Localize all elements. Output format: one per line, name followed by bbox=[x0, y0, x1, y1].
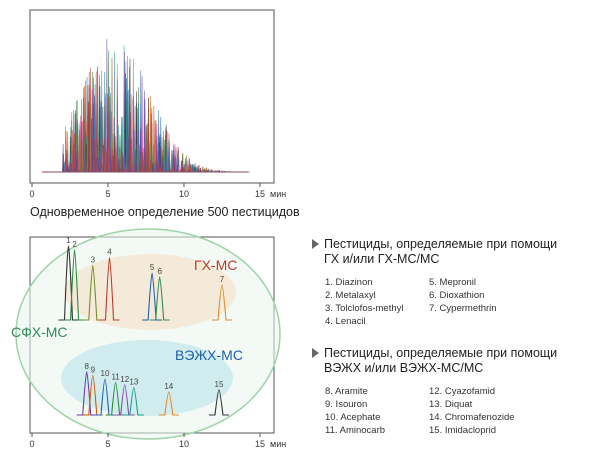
peak-14 bbox=[158, 391, 179, 416]
top-chart-caption: Одновременное определение 500 пестицидов bbox=[30, 205, 300, 219]
lc-list-column-1: 8. Aramite 9. Isouron 10. Acephate 11. Amin… bbox=[325, 385, 385, 437]
lc-pesticide-item: 15. Imidacloprid bbox=[429, 425, 497, 436]
triangle-bullet-icon bbox=[312, 348, 319, 358]
lc-list-column-2: 12. Cyazofamid 13. Diquat 14. Chromafenozi… bbox=[429, 385, 515, 437]
top-chromatogram: 0 5 10 15 мин bbox=[29, 9, 286, 199]
peak-label-3: 3 bbox=[91, 255, 96, 264]
lc-region bbox=[61, 340, 233, 416]
lc-pesticide-item: 14. Chromafenozide bbox=[429, 412, 515, 423]
gc-pesticide-group: Пестициды, определяемые при помощи ГХ и/… bbox=[312, 237, 595, 328]
peak-label-7: 7 bbox=[220, 275, 225, 284]
peak-12 bbox=[114, 384, 135, 416]
gc-pesticide-item: 1. Diazinon bbox=[325, 277, 373, 288]
peak-10 bbox=[94, 378, 115, 416]
gc-group-heading: Пестициды, определяемые при помощи ГХ и/… bbox=[312, 237, 595, 267]
top-x-tick-label: 5 bbox=[105, 189, 110, 199]
lc-pesticide-item: 8. Aramite bbox=[325, 386, 368, 397]
top-chromatogram-trace bbox=[42, 71, 248, 173]
peak-label-2: 2 bbox=[72, 240, 77, 249]
gc-pesticide-item: 2. Metalaxyl bbox=[325, 290, 376, 301]
peak-label-4: 4 bbox=[107, 248, 112, 257]
gc-group-title-line1: Пестициды, определяемые при помощи bbox=[324, 237, 558, 251]
top-x-tick-label: 15 bbox=[255, 189, 265, 199]
peak-11 bbox=[105, 382, 126, 416]
peak-label-9: 9 bbox=[91, 365, 96, 374]
gc-group-title-line2: ГХ и/или ГХ-МС/МС bbox=[324, 252, 440, 266]
lc-region-label: ВЭЖХ-МС bbox=[175, 347, 243, 363]
gc-pesticide-item: 5. Mepronil bbox=[429, 277, 476, 288]
peak-15 bbox=[208, 389, 229, 416]
peak-1 bbox=[58, 245, 79, 321]
lc-pesticide-item: 10. Acephate bbox=[325, 412, 381, 423]
peak-3 bbox=[82, 264, 103, 321]
top-x-axis: 0 5 10 15 мин bbox=[29, 183, 286, 199]
peak-7 bbox=[212, 284, 232, 321]
peak-5 bbox=[142, 272, 163, 321]
lc-pesticide-item: 11. Aminocarb bbox=[325, 425, 386, 436]
lc-pesticide-group: Пестициды, определяемые при помощи ВЭЖХ … bbox=[312, 346, 595, 437]
gc-pesticide-item: 3. Tolclofos-methyl bbox=[325, 303, 404, 314]
gc-pesticide-list: 1. Diazinon 2. Metalaxyl 3. Tolclofos-meth… bbox=[325, 276, 595, 328]
gc-region-label: ГХ-МС bbox=[194, 257, 237, 273]
peak-label-6: 6 bbox=[157, 267, 162, 276]
peak-label-8: 8 bbox=[84, 362, 89, 371]
top-x-tick-label: 0 bbox=[29, 189, 34, 199]
gc-pesticide-item: 6. Dioxathion bbox=[429, 290, 485, 301]
sfc-region-label: СФХ-МС bbox=[11, 324, 68, 340]
gc-pesticide-item: 4. Lenacil bbox=[325, 316, 366, 327]
lc-pesticide-list: 8. Aramite 9. Isouron 10. Acephate 11. Amin… bbox=[325, 385, 595, 437]
top-x-unit: мин bbox=[270, 189, 286, 199]
triangle-bullet-icon bbox=[312, 239, 319, 249]
peak-label-12: 12 bbox=[120, 375, 129, 384]
lc-pesticide-item: 13. Diquat bbox=[429, 399, 473, 410]
top-x-tick-label: 10 bbox=[179, 189, 189, 199]
bottom-x-tick-label: 15 bbox=[255, 439, 265, 449]
bottom-x-tick-label: 5 bbox=[105, 439, 110, 449]
peak-4 bbox=[99, 257, 120, 321]
bottom-x-tick-label: 10 bbox=[179, 439, 189, 449]
peak-label-10: 10 bbox=[101, 369, 110, 378]
peak-label-15: 15 bbox=[215, 380, 224, 389]
lc-group-title-line2: ВЭЖХ и/или ВЭЖХ-МС/МС bbox=[324, 361, 484, 375]
peak-9 bbox=[82, 374, 103, 416]
bottom-x-tick-label: 0 bbox=[29, 439, 34, 449]
peak-2 bbox=[64, 249, 85, 321]
gc-list-column-1: 1. Diazinon 2. Metalaxyl 3. Tolclofos-meth… bbox=[325, 276, 404, 328]
peak-6 bbox=[149, 276, 170, 321]
peak-label-14: 14 bbox=[164, 382, 173, 391]
peak-label-1: 1 bbox=[66, 236, 71, 245]
lc-pesticide-item: 9. Isouron bbox=[325, 399, 368, 410]
bottom-x-axis: 0 5 10 15 мин bbox=[29, 433, 286, 449]
bottom-x-unit: мин bbox=[270, 439, 286, 449]
gc-list-column-2: 5. Mepronil 6. Dioxathion 7. Cypermethrin bbox=[429, 276, 497, 315]
peak-label-13: 13 bbox=[129, 378, 138, 387]
lc-pesticide-item: 12. Cyazofamid bbox=[429, 386, 496, 397]
peak-label-11: 11 bbox=[111, 373, 120, 382]
peak-label-5: 5 bbox=[150, 263, 155, 272]
top-chromatogram-traces bbox=[42, 39, 251, 174]
lc-group-heading: Пестициды, определяемые при помощи ВЭЖХ … bbox=[312, 346, 595, 376]
lc-group-title-line1: Пестициды, определяемые при помощи bbox=[324, 346, 558, 360]
gc-pesticide-item: 7. Cypermethrin bbox=[429, 303, 497, 314]
peak-13 bbox=[123, 387, 144, 416]
